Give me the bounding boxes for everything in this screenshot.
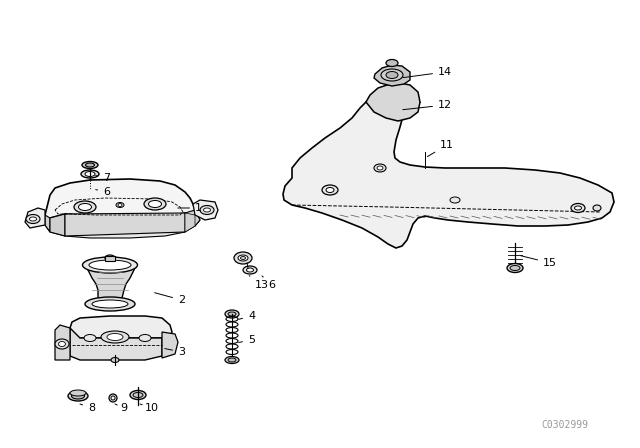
Text: 8: 8 bbox=[80, 403, 95, 413]
Ellipse shape bbox=[82, 161, 98, 168]
Ellipse shape bbox=[381, 69, 403, 81]
Ellipse shape bbox=[571, 203, 585, 212]
Ellipse shape bbox=[234, 252, 252, 264]
Ellipse shape bbox=[450, 197, 460, 203]
Polygon shape bbox=[25, 208, 45, 228]
Ellipse shape bbox=[200, 206, 214, 215]
Ellipse shape bbox=[144, 198, 166, 210]
Ellipse shape bbox=[243, 266, 257, 274]
Ellipse shape bbox=[116, 202, 124, 207]
Ellipse shape bbox=[228, 358, 236, 362]
Text: 6: 6 bbox=[96, 187, 110, 197]
Ellipse shape bbox=[225, 310, 239, 318]
Ellipse shape bbox=[377, 166, 383, 170]
Ellipse shape bbox=[79, 203, 92, 211]
Ellipse shape bbox=[72, 393, 84, 399]
Ellipse shape bbox=[85, 172, 95, 177]
Text: 1: 1 bbox=[178, 203, 202, 213]
Text: 6: 6 bbox=[262, 276, 275, 290]
Polygon shape bbox=[185, 213, 195, 232]
Polygon shape bbox=[70, 316, 172, 338]
Polygon shape bbox=[65, 213, 185, 236]
Text: 10: 10 bbox=[140, 403, 159, 413]
Ellipse shape bbox=[374, 164, 386, 172]
Text: 9: 9 bbox=[115, 403, 127, 413]
Ellipse shape bbox=[83, 257, 138, 273]
Ellipse shape bbox=[111, 358, 119, 362]
Ellipse shape bbox=[81, 170, 99, 178]
Ellipse shape bbox=[55, 339, 69, 349]
Ellipse shape bbox=[70, 390, 86, 396]
Ellipse shape bbox=[246, 268, 253, 272]
Ellipse shape bbox=[118, 203, 122, 207]
Ellipse shape bbox=[86, 163, 95, 167]
Ellipse shape bbox=[593, 205, 601, 211]
Polygon shape bbox=[45, 179, 195, 222]
Ellipse shape bbox=[238, 255, 248, 261]
Ellipse shape bbox=[507, 263, 523, 272]
Polygon shape bbox=[366, 83, 420, 121]
Text: 5: 5 bbox=[239, 335, 255, 345]
Text: 15: 15 bbox=[521, 256, 557, 268]
Text: 4: 4 bbox=[239, 311, 255, 321]
Text: 7: 7 bbox=[96, 173, 110, 183]
Polygon shape bbox=[45, 215, 50, 232]
Ellipse shape bbox=[84, 335, 96, 341]
Ellipse shape bbox=[58, 341, 65, 346]
Polygon shape bbox=[50, 214, 65, 236]
Text: 12: 12 bbox=[403, 100, 452, 110]
Ellipse shape bbox=[386, 60, 398, 66]
Polygon shape bbox=[162, 332, 178, 358]
Polygon shape bbox=[55, 325, 70, 360]
Ellipse shape bbox=[29, 217, 36, 221]
Ellipse shape bbox=[241, 257, 246, 259]
Ellipse shape bbox=[204, 208, 211, 212]
Ellipse shape bbox=[89, 260, 131, 270]
Text: 3: 3 bbox=[164, 347, 185, 357]
Text: 11: 11 bbox=[428, 140, 454, 157]
Text: 13: 13 bbox=[249, 276, 269, 290]
Ellipse shape bbox=[225, 357, 239, 363]
Ellipse shape bbox=[68, 391, 88, 401]
Ellipse shape bbox=[107, 333, 123, 340]
Bar bbox=[105, 256, 115, 261]
Ellipse shape bbox=[92, 300, 128, 308]
Ellipse shape bbox=[326, 188, 334, 193]
Ellipse shape bbox=[109, 394, 117, 402]
Polygon shape bbox=[70, 328, 162, 360]
Ellipse shape bbox=[74, 201, 96, 213]
Text: 2: 2 bbox=[155, 293, 185, 305]
Ellipse shape bbox=[510, 266, 520, 271]
Ellipse shape bbox=[322, 185, 338, 195]
Text: C0302999: C0302999 bbox=[541, 420, 589, 430]
Ellipse shape bbox=[101, 331, 129, 343]
Ellipse shape bbox=[228, 312, 236, 316]
Ellipse shape bbox=[386, 72, 398, 78]
Ellipse shape bbox=[85, 297, 135, 311]
Polygon shape bbox=[185, 210, 200, 226]
Ellipse shape bbox=[139, 335, 151, 341]
Polygon shape bbox=[88, 265, 136, 304]
Ellipse shape bbox=[26, 215, 40, 224]
Ellipse shape bbox=[130, 391, 146, 400]
Ellipse shape bbox=[575, 206, 582, 210]
Text: 14: 14 bbox=[403, 67, 452, 78]
Ellipse shape bbox=[111, 396, 115, 400]
Polygon shape bbox=[45, 213, 200, 238]
Ellipse shape bbox=[105, 255, 115, 261]
Polygon shape bbox=[374, 65, 410, 86]
Ellipse shape bbox=[387, 98, 397, 107]
Ellipse shape bbox=[148, 201, 161, 207]
Ellipse shape bbox=[133, 392, 143, 397]
Polygon shape bbox=[283, 88, 614, 248]
Polygon shape bbox=[193, 200, 218, 220]
